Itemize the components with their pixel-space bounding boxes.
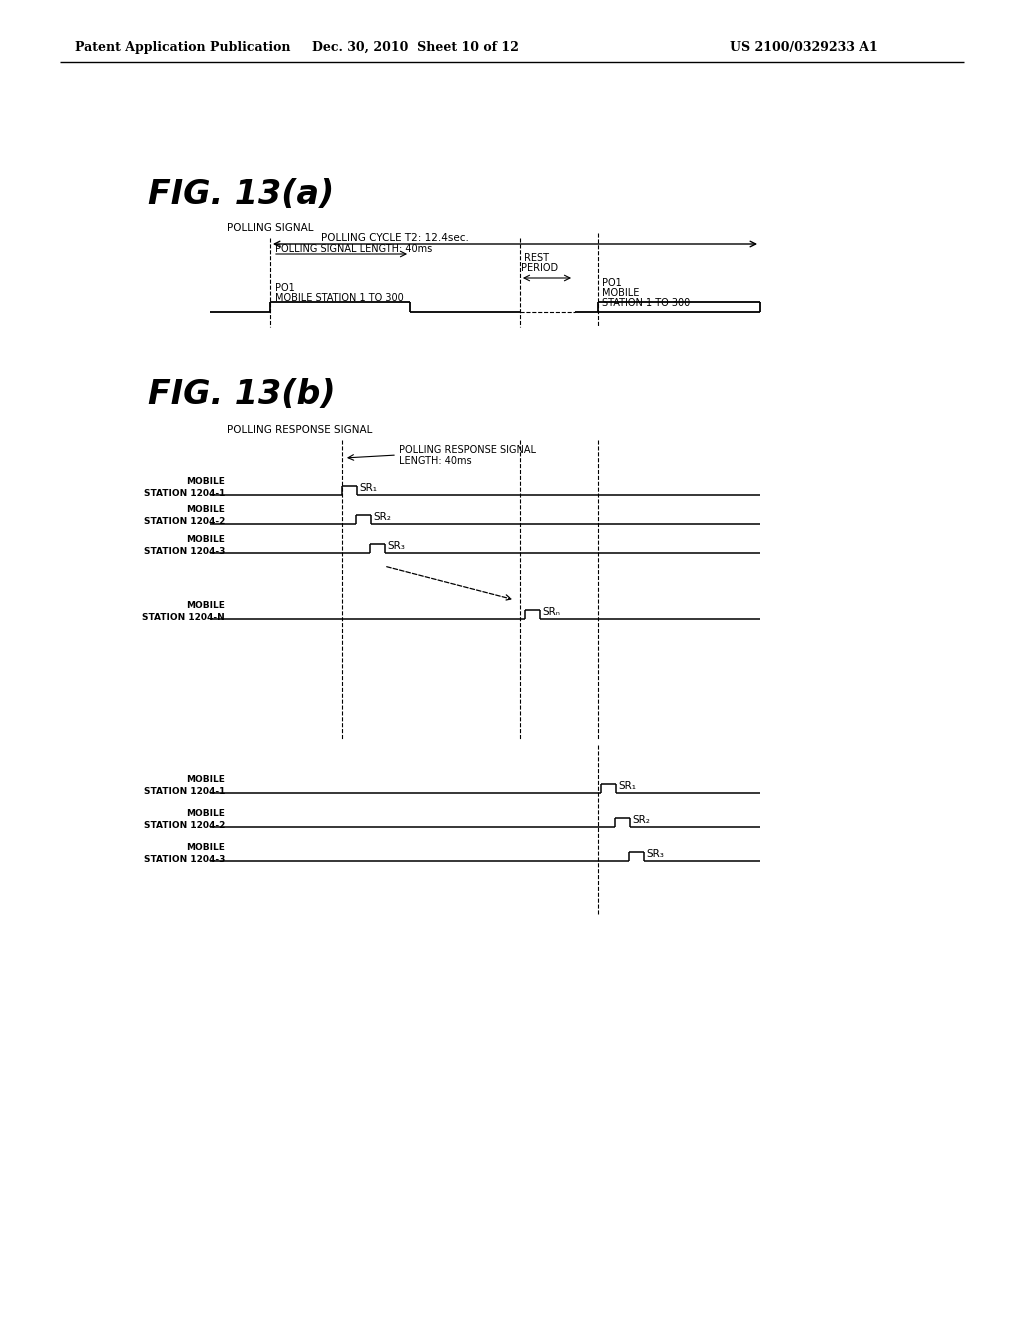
Text: SR₃: SR₃ — [646, 849, 664, 859]
Text: MOBILE: MOBILE — [602, 288, 639, 298]
Text: PO1: PO1 — [602, 279, 622, 288]
Text: STATION 1204-3: STATION 1204-3 — [143, 854, 225, 863]
Text: STATION 1204-N: STATION 1204-N — [142, 612, 225, 622]
Text: STATION 1 TO 300: STATION 1 TO 300 — [602, 298, 690, 308]
Text: FIG. 13(b): FIG. 13(b) — [148, 379, 336, 412]
Text: Patent Application Publication: Patent Application Publication — [75, 41, 291, 54]
Text: POLLING SIGNAL: POLLING SIGNAL — [227, 223, 313, 234]
Text: SR₁: SR₁ — [618, 781, 636, 791]
Text: SR₁: SR₁ — [359, 483, 377, 492]
Text: STATION 1204-1: STATION 1204-1 — [143, 787, 225, 796]
Text: MOBILE: MOBILE — [186, 842, 225, 851]
Text: Dec. 30, 2010  Sheet 10 of 12: Dec. 30, 2010 Sheet 10 of 12 — [311, 41, 518, 54]
Text: MOBILE: MOBILE — [186, 775, 225, 784]
Text: REST: REST — [524, 253, 549, 263]
Text: MOBILE: MOBILE — [186, 601, 225, 610]
Text: PO1: PO1 — [275, 282, 295, 293]
Text: SRₙ: SRₙ — [542, 607, 560, 616]
Text: SR₂: SR₂ — [373, 512, 391, 521]
Text: SR₂: SR₂ — [632, 814, 650, 825]
Text: STATION 1204-2: STATION 1204-2 — [143, 821, 225, 829]
Text: PERIOD: PERIOD — [521, 263, 558, 273]
Text: MOBILE: MOBILE — [186, 808, 225, 817]
Text: STATION 1204-3: STATION 1204-3 — [143, 546, 225, 556]
Text: LENGTH: 40ms: LENGTH: 40ms — [399, 455, 472, 466]
Text: STATION 1204-2: STATION 1204-2 — [143, 517, 225, 527]
Text: POLLING RESPONSE SIGNAL: POLLING RESPONSE SIGNAL — [227, 425, 373, 436]
Text: SR₃: SR₃ — [387, 541, 404, 550]
Text: POLLING RESPONSE SIGNAL: POLLING RESPONSE SIGNAL — [399, 445, 536, 455]
Text: MOBILE: MOBILE — [186, 535, 225, 544]
Text: POLLING CYCLE T2: 12.4sec.: POLLING CYCLE T2: 12.4sec. — [322, 234, 469, 243]
Text: FIG. 13(a): FIG. 13(a) — [148, 178, 334, 211]
Text: MOBILE: MOBILE — [186, 506, 225, 515]
Text: MOBILE STATION 1 TO 300: MOBILE STATION 1 TO 300 — [275, 293, 403, 304]
Text: STATION 1204-1: STATION 1204-1 — [143, 488, 225, 498]
Text: MOBILE: MOBILE — [186, 477, 225, 486]
Text: POLLING SIGNAL LENGTH: 40ms: POLLING SIGNAL LENGTH: 40ms — [275, 244, 432, 253]
Text: US 2100/0329233 A1: US 2100/0329233 A1 — [730, 41, 878, 54]
